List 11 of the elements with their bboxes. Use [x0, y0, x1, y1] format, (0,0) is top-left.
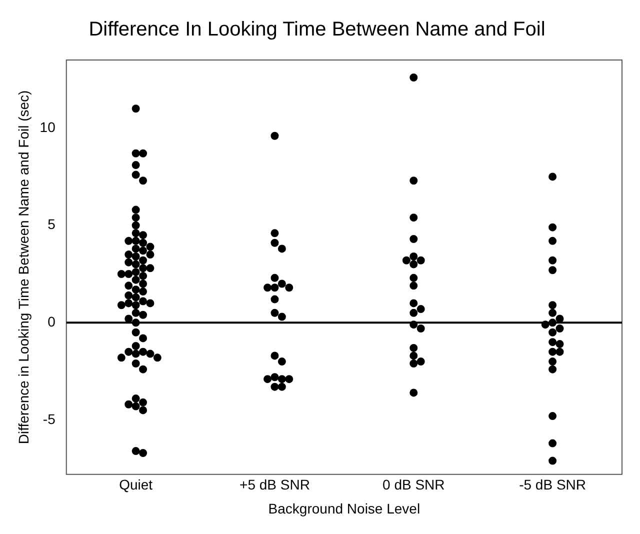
- x-tick-label: 0 dB SNR: [382, 476, 445, 493]
- y-tick-label: -5: [42, 410, 56, 427]
- y-tick-label: 0: [48, 314, 56, 330]
- y-axis-title: Difference in Looking Time Between Name and Foil (sec): [15, 90, 32, 444]
- x-tick-label: +5 dB SNR: [240, 476, 310, 493]
- y-tick-label: 5: [48, 216, 56, 232]
- y-tick-label: 10: [40, 118, 56, 135]
- x-tick-label: Quiet: [119, 476, 153, 493]
- x-axis-title: Background Noise Level: [268, 500, 420, 516]
- x-tick-label: -5 dB SNR: [519, 476, 586, 493]
- chart-title: Difference In Looking Time Between Name and Foil: [88, 18, 546, 41]
